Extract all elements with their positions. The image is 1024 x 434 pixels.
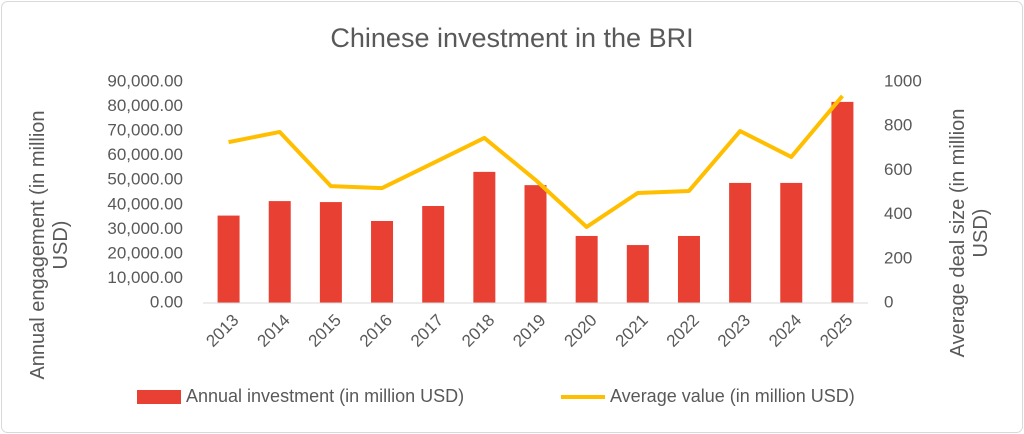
- y-tick-label: 90,000.00: [107, 71, 183, 90]
- x-tick-label: 2020: [560, 311, 600, 351]
- y2-tick-label: 1000: [884, 71, 922, 90]
- bar: [371, 220, 394, 303]
- y-tick-label: 70,000.00: [107, 121, 183, 140]
- bar: [268, 201, 291, 303]
- bar: [524, 185, 547, 303]
- x-tick-label: 2024: [765, 311, 805, 351]
- y-tick-label: 80,000.00: [107, 96, 183, 115]
- bar: [319, 202, 342, 303]
- y2-tick-label: 400: [884, 204, 912, 223]
- x-tick-label: 2016: [356, 311, 396, 351]
- bar: [626, 245, 649, 303]
- y2-tick-label: 200: [884, 248, 912, 267]
- bar: [217, 215, 240, 303]
- x-tick-label: 2013: [202, 311, 242, 351]
- bar: [575, 235, 598, 303]
- x-tick-label: 2015: [305, 311, 345, 351]
- y-tick-label: 0.00: [150, 292, 183, 311]
- bar: [729, 182, 752, 303]
- chart-title: Chinese investment in the BRI: [330, 23, 693, 53]
- y-tick-label: 30,000.00: [107, 219, 183, 238]
- legend-swatch: [137, 390, 181, 404]
- y2-tick-label: 600: [884, 160, 912, 179]
- legend-label: Average value (in million USD): [610, 386, 855, 406]
- x-tick-label: 2021: [612, 311, 652, 351]
- y2-axis-title: Average deal size (in million USD): [947, 108, 992, 358]
- y2-tick-label: 0: [884, 292, 893, 311]
- bar: [677, 235, 700, 303]
- y-tick-label: 40,000.00: [107, 194, 183, 213]
- y-tick-label: 50,000.00: [107, 170, 183, 189]
- x-tick-label: 2018: [458, 311, 498, 351]
- bar: [780, 182, 803, 303]
- x-tick-label: 2025: [816, 311, 856, 351]
- x-tick-label: 2019: [509, 311, 549, 351]
- y-tick-label: 20,000.00: [107, 243, 183, 262]
- bar: [473, 171, 496, 303]
- bar: [422, 206, 445, 303]
- bar: [831, 101, 854, 303]
- legend-label: Annual investment (in million USD): [186, 386, 464, 406]
- x-tick-label: 2022: [663, 311, 703, 351]
- y2-tick-label: 800: [884, 116, 912, 135]
- line: [228, 94, 844, 229]
- x-tick-label: 2017: [407, 311, 447, 351]
- y-tick-label: 10,000.00: [107, 268, 183, 287]
- x-tick-label: 2023: [714, 311, 754, 351]
- y-tick-label: 60,000.00: [107, 145, 183, 164]
- x-tick-label: 2014: [254, 311, 294, 351]
- y-axis-title: Annual engagement (in million USD): [27, 110, 72, 380]
